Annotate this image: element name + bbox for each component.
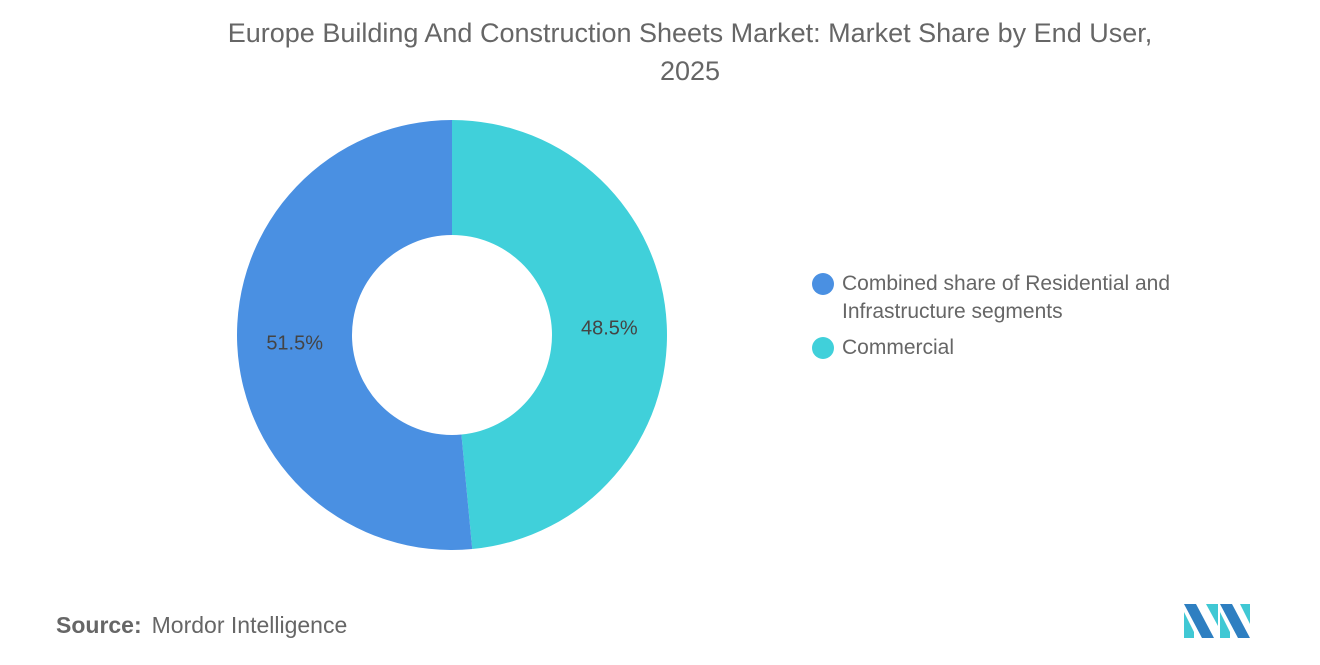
legend-swatch <box>812 337 834 359</box>
source-note: Source: Mordor Intelligence <box>56 612 347 639</box>
source-value: Mordor Intelligence <box>151 612 348 638</box>
legend: Combined share of Residential and Infras… <box>812 270 1232 370</box>
chart-title: Europe Building And Construction Sheets … <box>0 14 1320 90</box>
legend-item-commercial: Commercial <box>812 334 1232 362</box>
donut-slice-0 <box>237 120 473 550</box>
mordor-logo-icon <box>1184 604 1250 638</box>
donut-slice-1 <box>452 120 668 550</box>
legend-label: Commercial <box>842 336 955 359</box>
data-label-0: 51.5% <box>266 332 323 354</box>
legend-label: Combined share of Residential and Infras… <box>842 272 1171 323</box>
title-line-2: 2025 <box>659 56 721 86</box>
title-line-1: Europe Building And Construction Sheets … <box>227 18 1153 48</box>
legend-item-residential-infrastructure: Combined share of Residential and Infras… <box>812 270 1232 326</box>
legend-swatch <box>812 273 834 295</box>
data-label-1: 48.5% <box>581 318 638 340</box>
source-label: Source: <box>56 612 142 638</box>
